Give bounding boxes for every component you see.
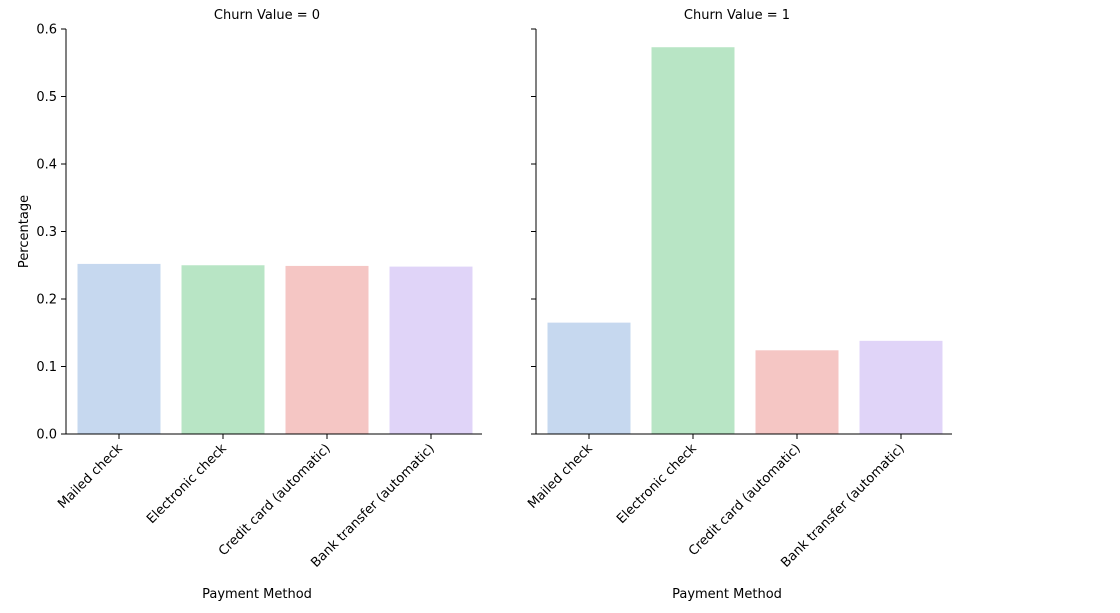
- bar: [77, 263, 161, 434]
- bar: [859, 340, 943, 434]
- x-axis-label: Payment Method: [672, 587, 782, 602]
- x-tick-label: Electronic check: [614, 441, 700, 527]
- bar: [181, 265, 265, 434]
- y-tick-label: 0.1: [36, 360, 57, 375]
- bar: [547, 322, 631, 434]
- x-tick-label: Mailed check: [525, 441, 596, 512]
- y-tick-label: 0.0: [36, 428, 57, 443]
- bar: [285, 265, 369, 434]
- x-tick-label: Electronic check: [144, 441, 230, 527]
- x-tick-label: Bank transfer (automatic): [308, 441, 438, 571]
- x-tick-label: Mailed check: [55, 441, 126, 512]
- x-tick-label: Bank transfer (automatic): [778, 441, 908, 571]
- panel-title: Churn Value = 1: [684, 8, 790, 23]
- bar: [651, 47, 735, 434]
- y-tick-label: 0.3: [36, 225, 57, 240]
- x-axis-label: Payment Method: [202, 587, 312, 602]
- y-tick-label: 0.6: [36, 23, 57, 38]
- bar: [755, 350, 839, 434]
- y-axis-label: Percentage: [17, 195, 32, 268]
- x-tick-label: Credit card (automatic): [686, 441, 804, 559]
- x-tick-label: Credit card (automatic): [216, 441, 334, 559]
- y-tick-label: 0.2: [36, 293, 57, 308]
- y-tick-label: 0.4: [36, 158, 57, 173]
- y-tick-label: 0.5: [36, 90, 57, 105]
- chart-panel-0: 0.0 0.1 0.2 0.3 0.4 0.5 0.6 Mailed check Electro…: [17, 8, 482, 602]
- bar: [389, 266, 473, 434]
- panel-title: Churn Value = 0: [214, 8, 320, 23]
